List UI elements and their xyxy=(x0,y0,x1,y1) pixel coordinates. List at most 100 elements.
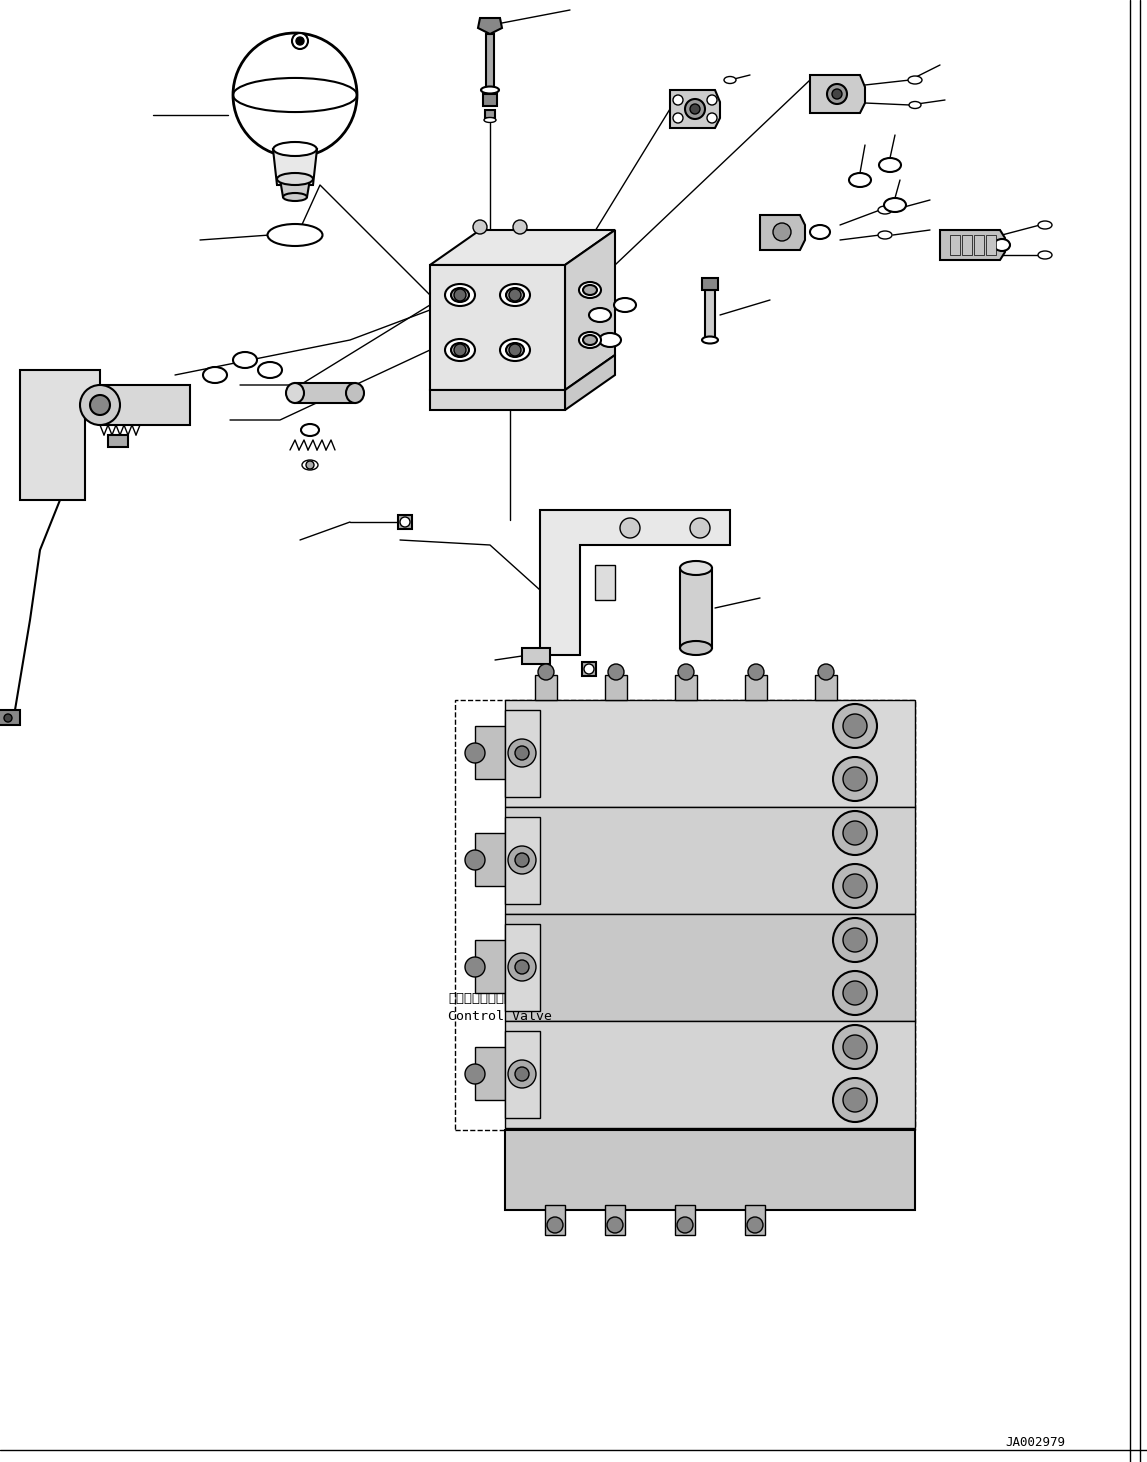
Circle shape xyxy=(818,664,834,680)
Circle shape xyxy=(515,961,529,974)
Circle shape xyxy=(89,395,110,415)
Circle shape xyxy=(843,713,867,738)
Circle shape xyxy=(833,1025,877,1069)
Ellipse shape xyxy=(877,231,892,238)
Circle shape xyxy=(508,738,536,768)
Bar xyxy=(702,278,718,289)
Ellipse shape xyxy=(301,424,319,436)
Circle shape xyxy=(843,874,867,898)
Ellipse shape xyxy=(267,224,322,246)
Bar xyxy=(816,675,837,700)
Circle shape xyxy=(843,1088,867,1113)
Polygon shape xyxy=(540,510,729,655)
Ellipse shape xyxy=(994,238,1011,251)
Bar xyxy=(535,675,557,700)
Bar xyxy=(485,110,496,118)
Ellipse shape xyxy=(849,173,871,187)
Ellipse shape xyxy=(500,284,530,306)
Circle shape xyxy=(690,518,710,538)
Circle shape xyxy=(465,743,485,763)
Ellipse shape xyxy=(203,367,227,383)
Polygon shape xyxy=(273,149,317,186)
Ellipse shape xyxy=(910,101,921,108)
Circle shape xyxy=(465,849,485,870)
Circle shape xyxy=(673,113,682,123)
Circle shape xyxy=(685,99,705,118)
Bar xyxy=(505,1130,915,1211)
Circle shape xyxy=(833,811,877,855)
Bar xyxy=(0,711,19,725)
Circle shape xyxy=(608,664,624,680)
Polygon shape xyxy=(810,75,865,113)
Ellipse shape xyxy=(506,344,524,357)
Bar xyxy=(505,711,540,797)
Circle shape xyxy=(515,852,529,867)
Bar xyxy=(522,648,551,664)
Ellipse shape xyxy=(879,158,902,173)
Circle shape xyxy=(509,344,521,357)
Circle shape xyxy=(773,224,791,241)
Ellipse shape xyxy=(579,282,601,298)
Ellipse shape xyxy=(258,363,282,379)
Bar xyxy=(505,807,915,914)
Ellipse shape xyxy=(877,206,892,213)
Circle shape xyxy=(306,461,314,469)
Circle shape xyxy=(508,953,536,981)
Circle shape xyxy=(508,1060,536,1088)
Ellipse shape xyxy=(445,284,475,306)
Polygon shape xyxy=(19,370,100,500)
Ellipse shape xyxy=(1038,251,1052,259)
Ellipse shape xyxy=(500,339,530,361)
Circle shape xyxy=(465,1064,485,1083)
Bar xyxy=(455,700,915,1130)
Circle shape xyxy=(513,219,526,234)
Ellipse shape xyxy=(1038,221,1052,230)
Bar xyxy=(986,235,996,254)
Ellipse shape xyxy=(286,383,304,404)
Bar xyxy=(505,1020,915,1129)
Circle shape xyxy=(827,83,846,104)
Circle shape xyxy=(473,219,487,234)
Ellipse shape xyxy=(680,640,712,655)
Bar xyxy=(398,515,412,529)
Circle shape xyxy=(465,958,485,977)
Bar xyxy=(475,940,505,993)
Circle shape xyxy=(707,95,717,105)
Ellipse shape xyxy=(283,193,307,200)
Ellipse shape xyxy=(810,225,830,238)
Ellipse shape xyxy=(599,333,621,346)
Ellipse shape xyxy=(583,335,596,345)
Circle shape xyxy=(748,664,764,680)
Polygon shape xyxy=(565,355,615,409)
Circle shape xyxy=(843,768,867,791)
Bar xyxy=(295,383,356,404)
Bar xyxy=(962,235,972,254)
Ellipse shape xyxy=(506,288,524,303)
Bar xyxy=(430,265,565,390)
Circle shape xyxy=(833,918,877,962)
Ellipse shape xyxy=(579,332,601,348)
Circle shape xyxy=(843,981,867,1004)
Circle shape xyxy=(3,713,11,722)
Polygon shape xyxy=(430,230,615,265)
Ellipse shape xyxy=(445,339,475,361)
Ellipse shape xyxy=(302,461,318,469)
Bar xyxy=(505,700,915,807)
Bar xyxy=(545,1205,565,1235)
Bar xyxy=(604,1205,625,1235)
Circle shape xyxy=(621,518,640,538)
Circle shape xyxy=(677,1216,693,1232)
Bar xyxy=(505,924,540,1012)
Bar xyxy=(974,235,984,254)
Ellipse shape xyxy=(276,173,313,186)
Ellipse shape xyxy=(481,86,499,94)
Bar xyxy=(505,914,915,1020)
Circle shape xyxy=(833,864,877,908)
Circle shape xyxy=(843,822,867,845)
Bar xyxy=(595,564,615,599)
Circle shape xyxy=(400,518,409,526)
Bar xyxy=(483,94,497,107)
Bar xyxy=(475,1047,505,1099)
Circle shape xyxy=(832,89,842,99)
Polygon shape xyxy=(941,230,1005,260)
